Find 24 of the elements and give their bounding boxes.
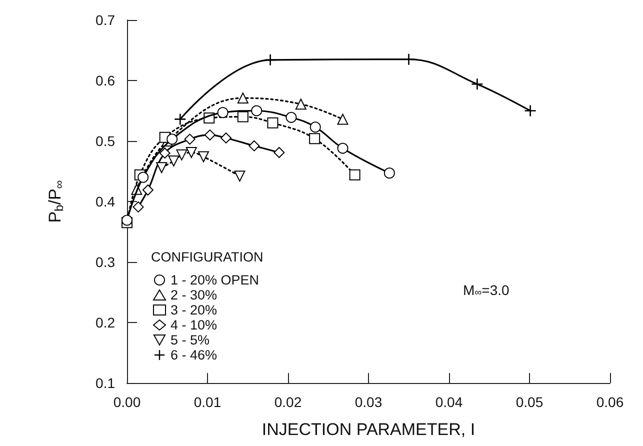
x-tick-label: 0.04 bbox=[435, 394, 463, 410]
y-tick-label: 0.7 bbox=[96, 12, 116, 28]
x-axis-title: INJECTION PARAMETER, I bbox=[262, 420, 476, 439]
legend-label: 3 - 20% bbox=[170, 302, 218, 318]
y-tick-label: 0.4 bbox=[96, 194, 116, 210]
y-tick-label: 0.2 bbox=[96, 314, 116, 330]
legend-label: 1 - 20% OPEN bbox=[170, 272, 260, 288]
legend-label: 4 - 10% bbox=[170, 318, 218, 332]
legend-label: 5 - 5% bbox=[170, 332, 210, 348]
y-tick-label: 0.5 bbox=[96, 133, 116, 149]
x-tick-label: 0.00 bbox=[113, 394, 141, 410]
x-tick-label: 0.03 bbox=[354, 394, 382, 410]
y-tick-label: 0.6 bbox=[96, 72, 116, 88]
y-tick-label: 0.1 bbox=[96, 375, 116, 391]
legend-label: 6 - 46% bbox=[170, 348, 218, 362]
x-tick-label: 0.06 bbox=[596, 394, 624, 410]
y-axis-title: Pb/P∞ bbox=[46, 180, 66, 223]
x-tick-label: 0.05 bbox=[516, 394, 544, 410]
x-tick-label: 0.02 bbox=[274, 394, 302, 410]
x-tick-label: 0.01 bbox=[194, 394, 222, 410]
legend-title: CONFIGURATION bbox=[151, 250, 264, 264]
annotation: M∞=3.0 bbox=[463, 282, 510, 299]
y-tick-label: 0.3 bbox=[96, 254, 116, 270]
legend-label: 2 - 30% bbox=[170, 288, 218, 302]
